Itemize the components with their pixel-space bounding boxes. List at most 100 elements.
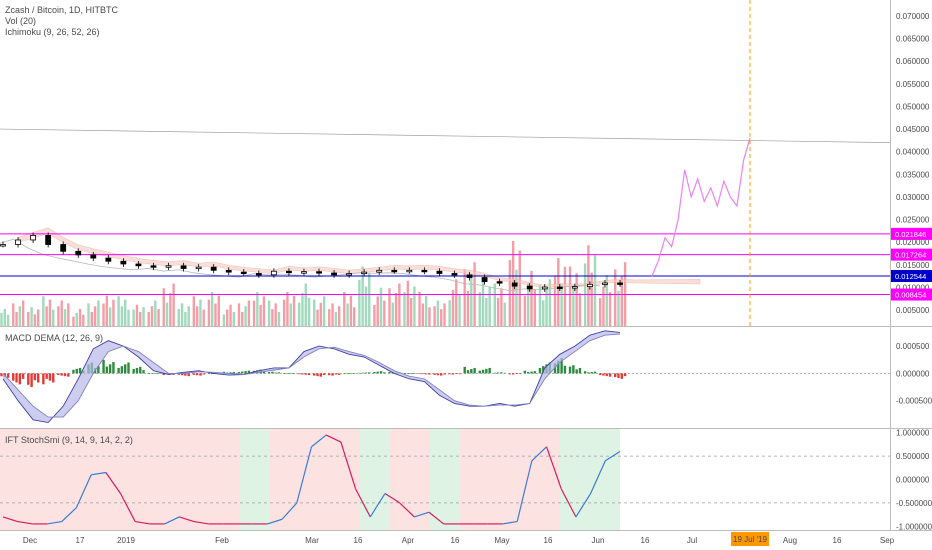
volume-bar	[500, 288, 503, 326]
stoch-line-segment	[399, 502, 415, 518]
volume-bar	[172, 283, 175, 326]
stoch-line-segment	[296, 446, 313, 504]
macd-histogram-bar	[523, 370, 527, 374]
macd-histogram-bar	[376, 371, 379, 374]
volume-bar	[180, 303, 184, 326]
ichimoku-legend: Ichimoku (9, 26, 52, 26)	[5, 27, 100, 37]
x-tick-label: 17	[76, 536, 85, 545]
volume-bar	[154, 300, 157, 326]
macd-histogram-bar	[488, 367, 491, 374]
macd-histogram-bar	[241, 371, 244, 374]
volume-bar	[63, 309, 67, 326]
volume-bar	[337, 306, 341, 326]
volume-bar	[267, 300, 271, 326]
volume-bar	[391, 302, 394, 326]
macd-histogram-bar	[157, 373, 160, 375]
main-y-tick-label: 0.070000	[896, 12, 930, 21]
candle-body	[481, 277, 488, 283]
x-tick-label: Mar	[305, 536, 319, 545]
macd-histogram-bar	[578, 367, 582, 374]
macd-histogram-bar	[527, 372, 530, 374]
x-tick-label: Feb	[215, 536, 229, 545]
stoch-line-segment	[414, 511, 430, 518]
macd-histogram-bar	[60, 373, 63, 376]
macd-histogram-bar	[307, 373, 311, 376]
macd-histogram-bar	[210, 373, 214, 375]
macd-histogram-bar	[349, 373, 353, 375]
macd-histogram-bar	[403, 373, 406, 375]
volume-bar	[57, 306, 60, 326]
level-tag	[891, 269, 932, 282]
volume-bar	[274, 303, 277, 326]
macd-histogram-bar	[247, 370, 251, 374]
volume-bar	[508, 260, 512, 326]
projection-path	[651, 137, 751, 277]
volume-bar	[481, 280, 485, 326]
volume-bar	[117, 296, 120, 326]
macd-histogram-bar	[277, 372, 281, 374]
stoch-line-segment	[355, 488, 371, 518]
volume-bar	[379, 287, 383, 326]
macd-histogram-bar	[572, 365, 575, 374]
macd-histogram-bar	[57, 373, 60, 376]
stoch-line-segment	[179, 516, 195, 523]
macd-histogram-bar	[244, 371, 247, 374]
volume-bar	[334, 311, 338, 326]
macd-histogram-bar	[48, 373, 52, 381]
volume-bar	[527, 283, 530, 326]
macd-histogram-bar	[142, 370, 145, 374]
macd-histogram-bar	[187, 373, 190, 377]
stoch-line-segment	[119, 493, 136, 522]
macd-histogram-bar	[508, 373, 512, 375]
macd-histogram-bar	[346, 373, 349, 375]
volume-bar	[443, 303, 446, 326]
volume-bar	[75, 312, 78, 326]
volume-bar	[328, 309, 331, 326]
macd-histogram-bar	[207, 373, 211, 375]
stoch-line-segment	[2, 516, 18, 523]
stoch-line-segment	[164, 516, 180, 525]
macd-histogram-bar	[286, 373, 289, 375]
volume-bar	[192, 296, 196, 326]
volume-bar	[557, 258, 560, 326]
macd-histogram-bar	[466, 370, 470, 374]
macd-histogram-bar	[538, 367, 542, 374]
volume-bar	[217, 295, 220, 326]
stoch-line-segment	[384, 493, 400, 504]
volume-bar	[87, 303, 90, 326]
volume-bar	[548, 279, 552, 326]
stoch-red-band	[0, 429, 620, 530]
candle-body	[180, 265, 187, 269]
volume-bar	[313, 299, 316, 326]
x-tick-label: Sep	[880, 536, 895, 545]
main-y-tick-label: 0.055000	[896, 80, 930, 89]
main-y-tick-label: 0.035000	[896, 170, 930, 179]
volume-bar	[90, 311, 93, 326]
level-tag-label: 0.021846	[895, 230, 926, 239]
macd-histogram-bar	[36, 373, 40, 383]
volume-bar	[319, 302, 323, 326]
stoch-line-segment	[46, 520, 62, 525]
volume-bar	[120, 306, 124, 326]
candle-body	[135, 263, 142, 267]
stoch-y-tick-label: -0.500000	[896, 499, 932, 508]
volume-bar	[78, 309, 82, 326]
volume-bar	[304, 283, 307, 326]
volume-bar	[244, 306, 247, 326]
stoch-line-segment	[502, 520, 518, 525]
macd-histogram-bar	[473, 367, 476, 374]
volume-bar	[187, 306, 190, 326]
macd-histogram-bar	[184, 373, 187, 376]
volume-bar	[18, 306, 22, 326]
macd-histogram-bar	[192, 373, 196, 375]
volume-bar	[210, 292, 214, 326]
macd-histogram-bar	[319, 373, 323, 377]
volume-bar	[27, 311, 30, 326]
stoch-line-segment	[340, 441, 357, 490]
macd-histogram-bar	[289, 373, 292, 375]
macd-histogram-bar	[328, 373, 331, 376]
macd-histogram-bar	[587, 372, 590, 374]
macd-histogram-bar	[301, 373, 304, 375]
macd-histogram-bar	[608, 373, 612, 377]
volume-bar	[184, 311, 187, 326]
